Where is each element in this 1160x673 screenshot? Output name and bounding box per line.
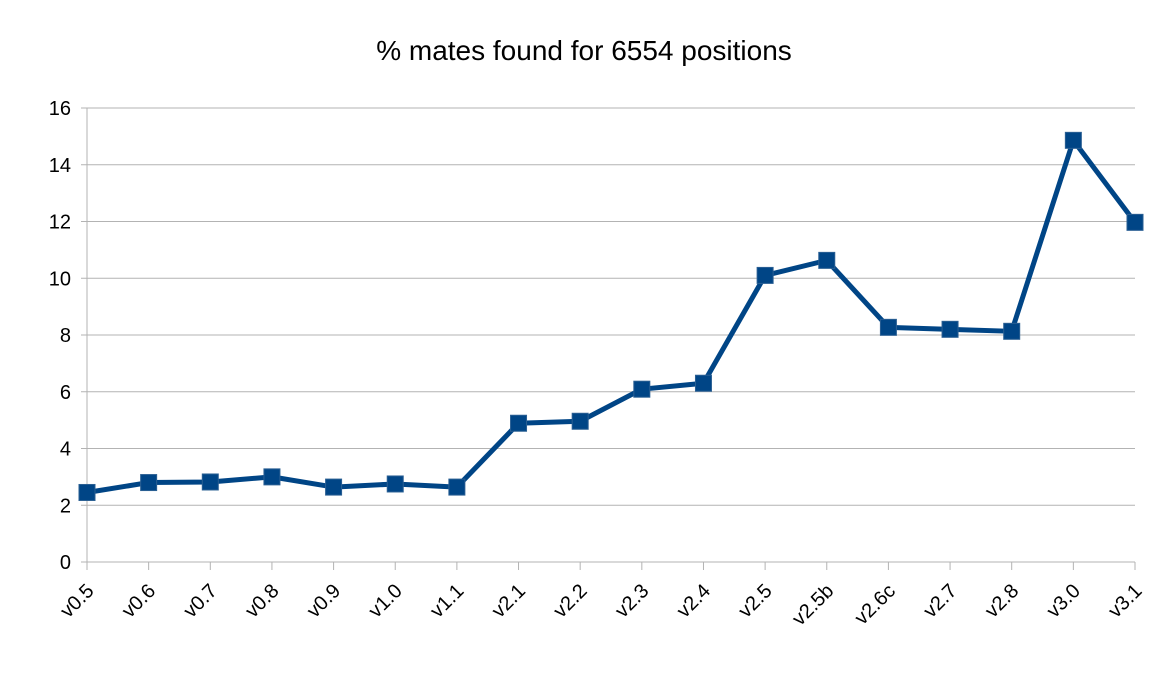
marker [694, 374, 712, 392]
marker [386, 475, 404, 493]
y-tick-label: 0 [60, 552, 71, 574]
x-tick-label: v2.6c [851, 580, 900, 629]
x-tick-label: v1.0 [364, 580, 406, 622]
x-tick-label: v2.7 [919, 580, 961, 622]
y-tick-label: 6 [60, 382, 71, 404]
marker [263, 468, 281, 486]
y-tick-label: 12 [49, 212, 71, 234]
marker [1126, 213, 1144, 231]
x-tick-label: v2.5b [788, 580, 838, 630]
x-tick-label: v2.3 [611, 580, 653, 622]
y-tick-label: 4 [60, 439, 71, 461]
y-tick-label: 2 [60, 495, 71, 517]
y-tick-label: 16 [49, 98, 71, 120]
x-tick-label: v0.5 [56, 580, 98, 622]
x-tick-label: v2.2 [549, 580, 591, 622]
marker [201, 473, 219, 491]
x-tick-label: v3.0 [1043, 580, 1085, 622]
marker [448, 478, 466, 496]
marker [756, 266, 774, 284]
marker [325, 478, 343, 496]
y-tick-label: 14 [49, 155, 71, 177]
marker [571, 412, 589, 430]
marker [140, 474, 158, 492]
x-tick-label: v0.9 [303, 580, 345, 622]
marker [879, 318, 897, 336]
marker [633, 380, 651, 398]
x-tick-label: v2.8 [981, 580, 1023, 622]
line [86, 137, 1137, 495]
x-tick-label: v3.1 [1104, 580, 1146, 622]
marker [818, 251, 836, 269]
marker [510, 414, 528, 432]
x-tick-label: v0.6 [118, 580, 160, 622]
x-tick-label: v2.1 [488, 580, 530, 622]
marker [1064, 131, 1082, 149]
x-tick-label: v2.5 [734, 580, 776, 622]
marker [78, 483, 96, 501]
marker [1003, 322, 1021, 340]
y-tick-label: 8 [60, 325, 71, 347]
x-tick-label: v0.7 [180, 580, 222, 622]
chart-title: % mates found for 6554 positions [376, 35, 792, 66]
x-tick-label: v1.1 [426, 580, 468, 622]
y-tick-label: 10 [49, 268, 71, 290]
x-tick-label: v0.8 [241, 580, 283, 622]
marker [941, 320, 959, 338]
x-tick-label: v2.4 [673, 580, 715, 622]
